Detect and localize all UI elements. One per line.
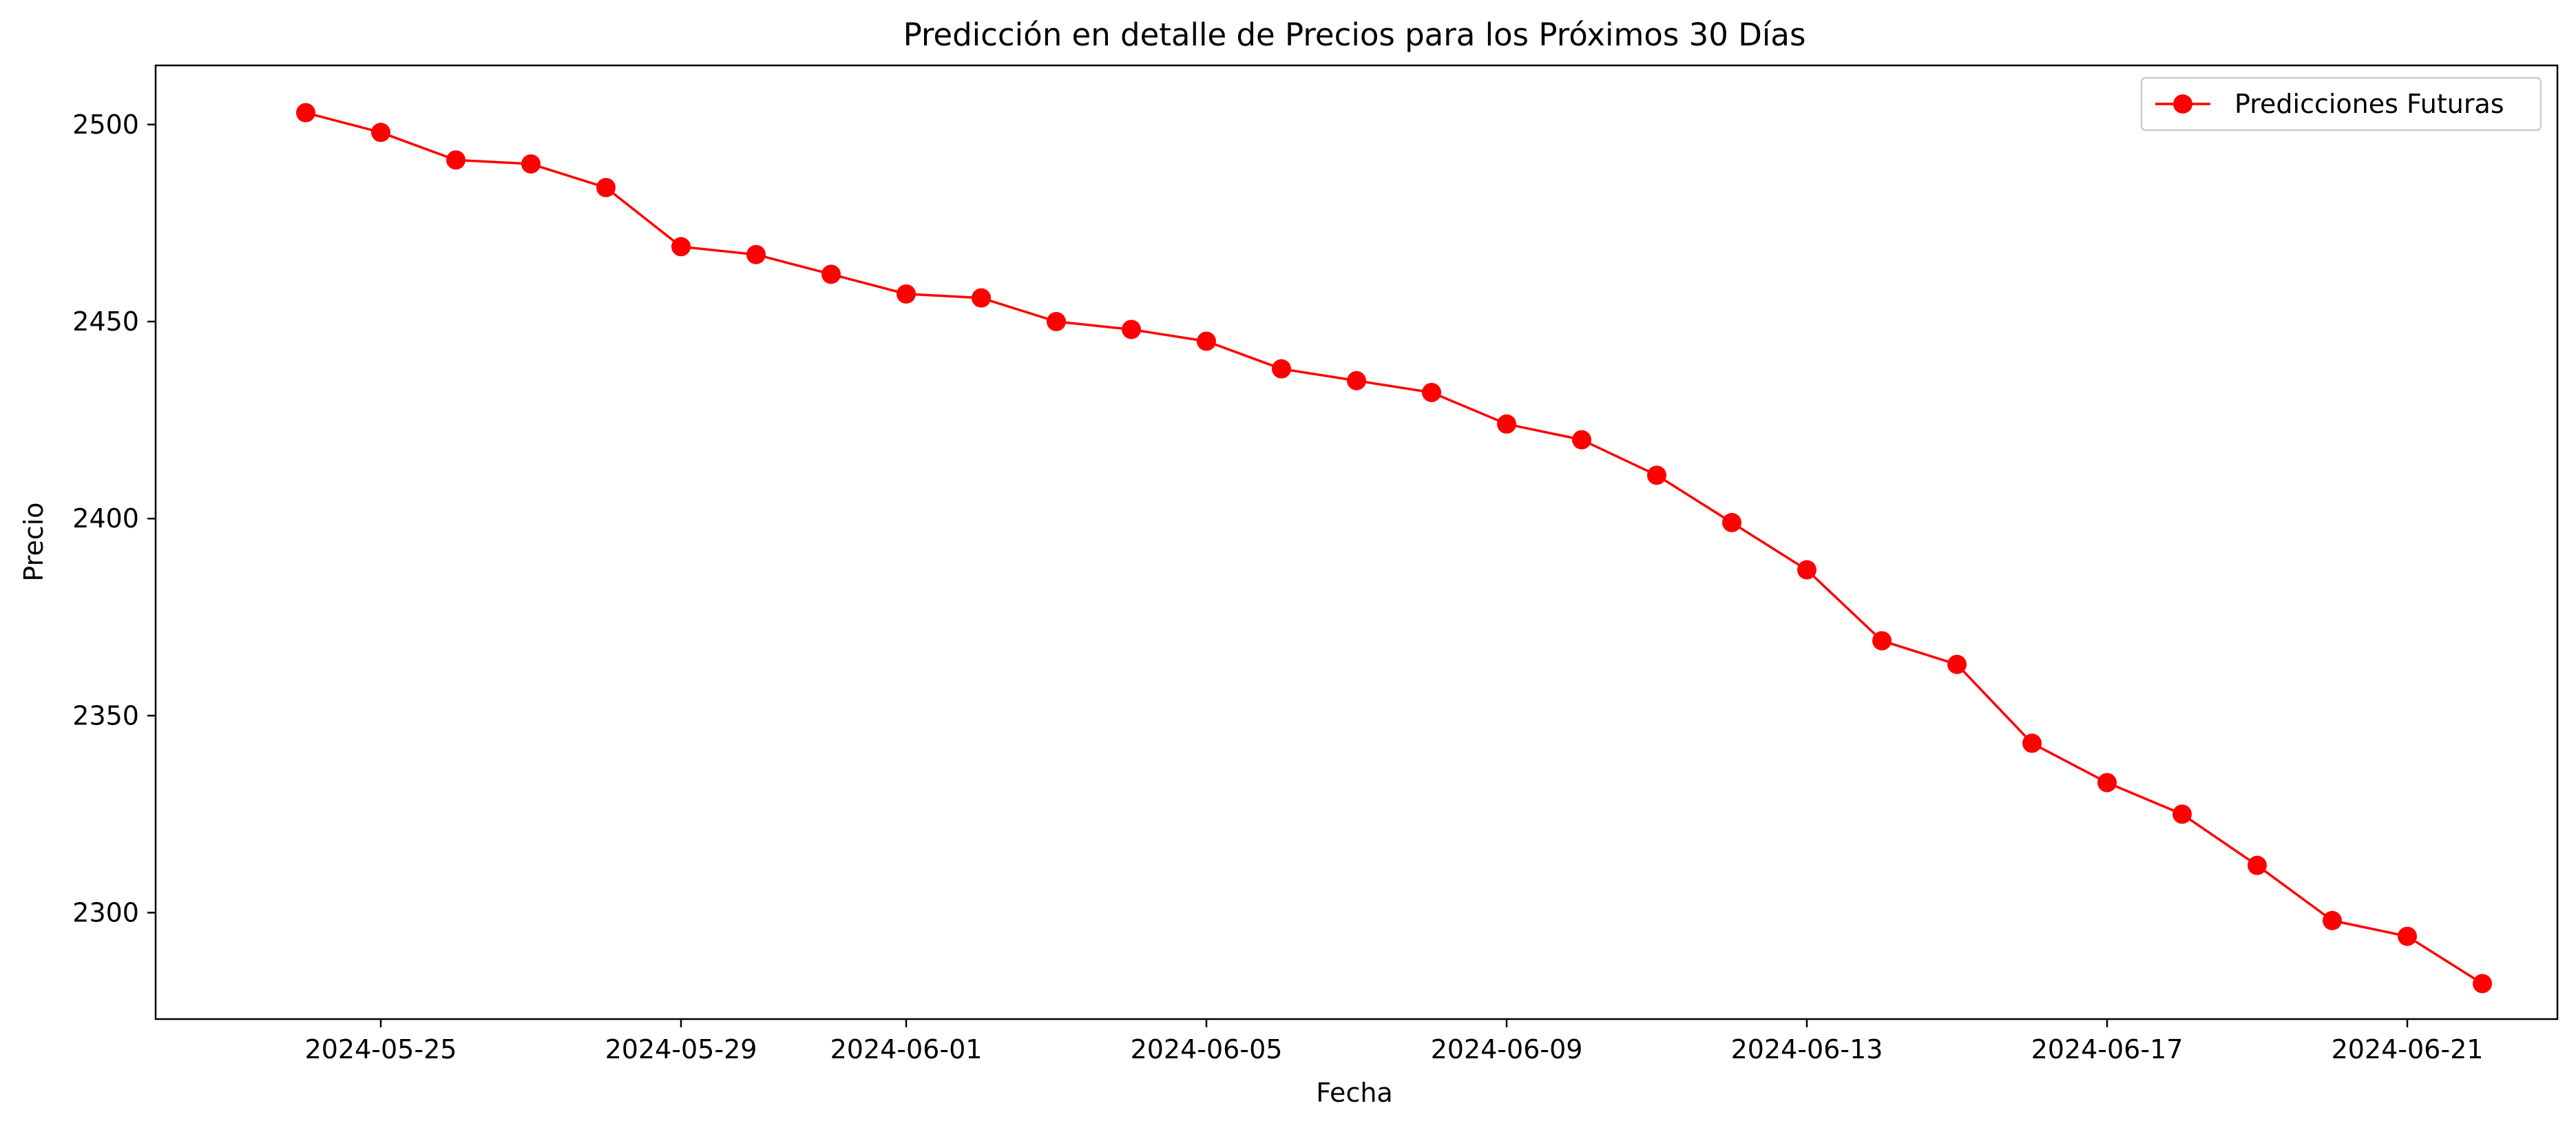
x-tick-label: 2024-06-09 — [1431, 1034, 1583, 1065]
y-tick-label: 2300 — [72, 897, 139, 927]
y-tick-label: 2450 — [72, 306, 139, 337]
y-tick-label: 2500 — [72, 109, 139, 140]
series-line — [305, 112, 2483, 985]
data-point — [972, 288, 991, 308]
data-point — [2022, 733, 2042, 753]
x-tick-label: 2024-05-29 — [605, 1034, 757, 1065]
data-point — [1497, 414, 1516, 434]
data-point — [2248, 855, 2267, 875]
data-point — [521, 154, 541, 174]
x-tick-label: 2024-06-13 — [1731, 1034, 1883, 1065]
plot-area — [154, 64, 2559, 1020]
data-point — [1647, 465, 1666, 485]
data-point — [296, 103, 315, 123]
y-axis: 2300 2350 2400 2450 2500 — [72, 109, 156, 927]
legend-label: Predicciones Futuras — [2234, 89, 2504, 119]
x-axis-label: Fecha — [1316, 1078, 1392, 1108]
data-point — [1722, 512, 1741, 532]
data-point — [1422, 383, 1441, 403]
data-point — [821, 264, 841, 284]
x-tick-label: 2024-06-01 — [830, 1034, 983, 1065]
data-point — [596, 178, 616, 198]
y-tick-label: 2350 — [72, 700, 139, 731]
data-point — [1347, 370, 1366, 390]
data-point — [371, 123, 390, 143]
y-tick-label: 2400 — [72, 503, 139, 534]
data-point — [2473, 974, 2492, 994]
legend-marker-sample — [2173, 94, 2192, 114]
data-point — [1872, 631, 1892, 651]
data-point — [2398, 926, 2417, 946]
data-point — [746, 244, 766, 264]
series-layer — [296, 103, 2492, 994]
x-tick-label: 2024-06-21 — [2332, 1034, 2484, 1065]
legend-box — [2140, 76, 2542, 132]
data-point — [897, 284, 916, 304]
data-point — [1797, 560, 1816, 580]
data-point — [671, 237, 691, 257]
data-point — [2323, 910, 2342, 930]
data-point — [1047, 312, 1066, 332]
x-axis: 2024-05-25 2024-05-29 2024-06-01 2024-06-05… — [305, 1019, 2484, 1065]
data-point — [1122, 319, 1141, 339]
chart-title: Predicción en detalle de Precios para lo… — [903, 17, 1806, 53]
data-point — [1197, 331, 1216, 351]
x-tick-label: 2024-06-17 — [2031, 1034, 2184, 1065]
data-point — [2172, 804, 2192, 824]
data-point — [446, 150, 465, 170]
y-axis-label: Precio — [19, 502, 49, 581]
data-point — [1572, 430, 1591, 450]
legend: Predicciones Futuras — [2140, 76, 2542, 132]
x-tick-label: 2024-05-25 — [305, 1034, 457, 1065]
data-point — [1947, 654, 1967, 674]
x-tick-label: 2024-06-05 — [1131, 1034, 1283, 1065]
data-point — [1272, 359, 1291, 379]
data-point — [2097, 773, 2117, 793]
